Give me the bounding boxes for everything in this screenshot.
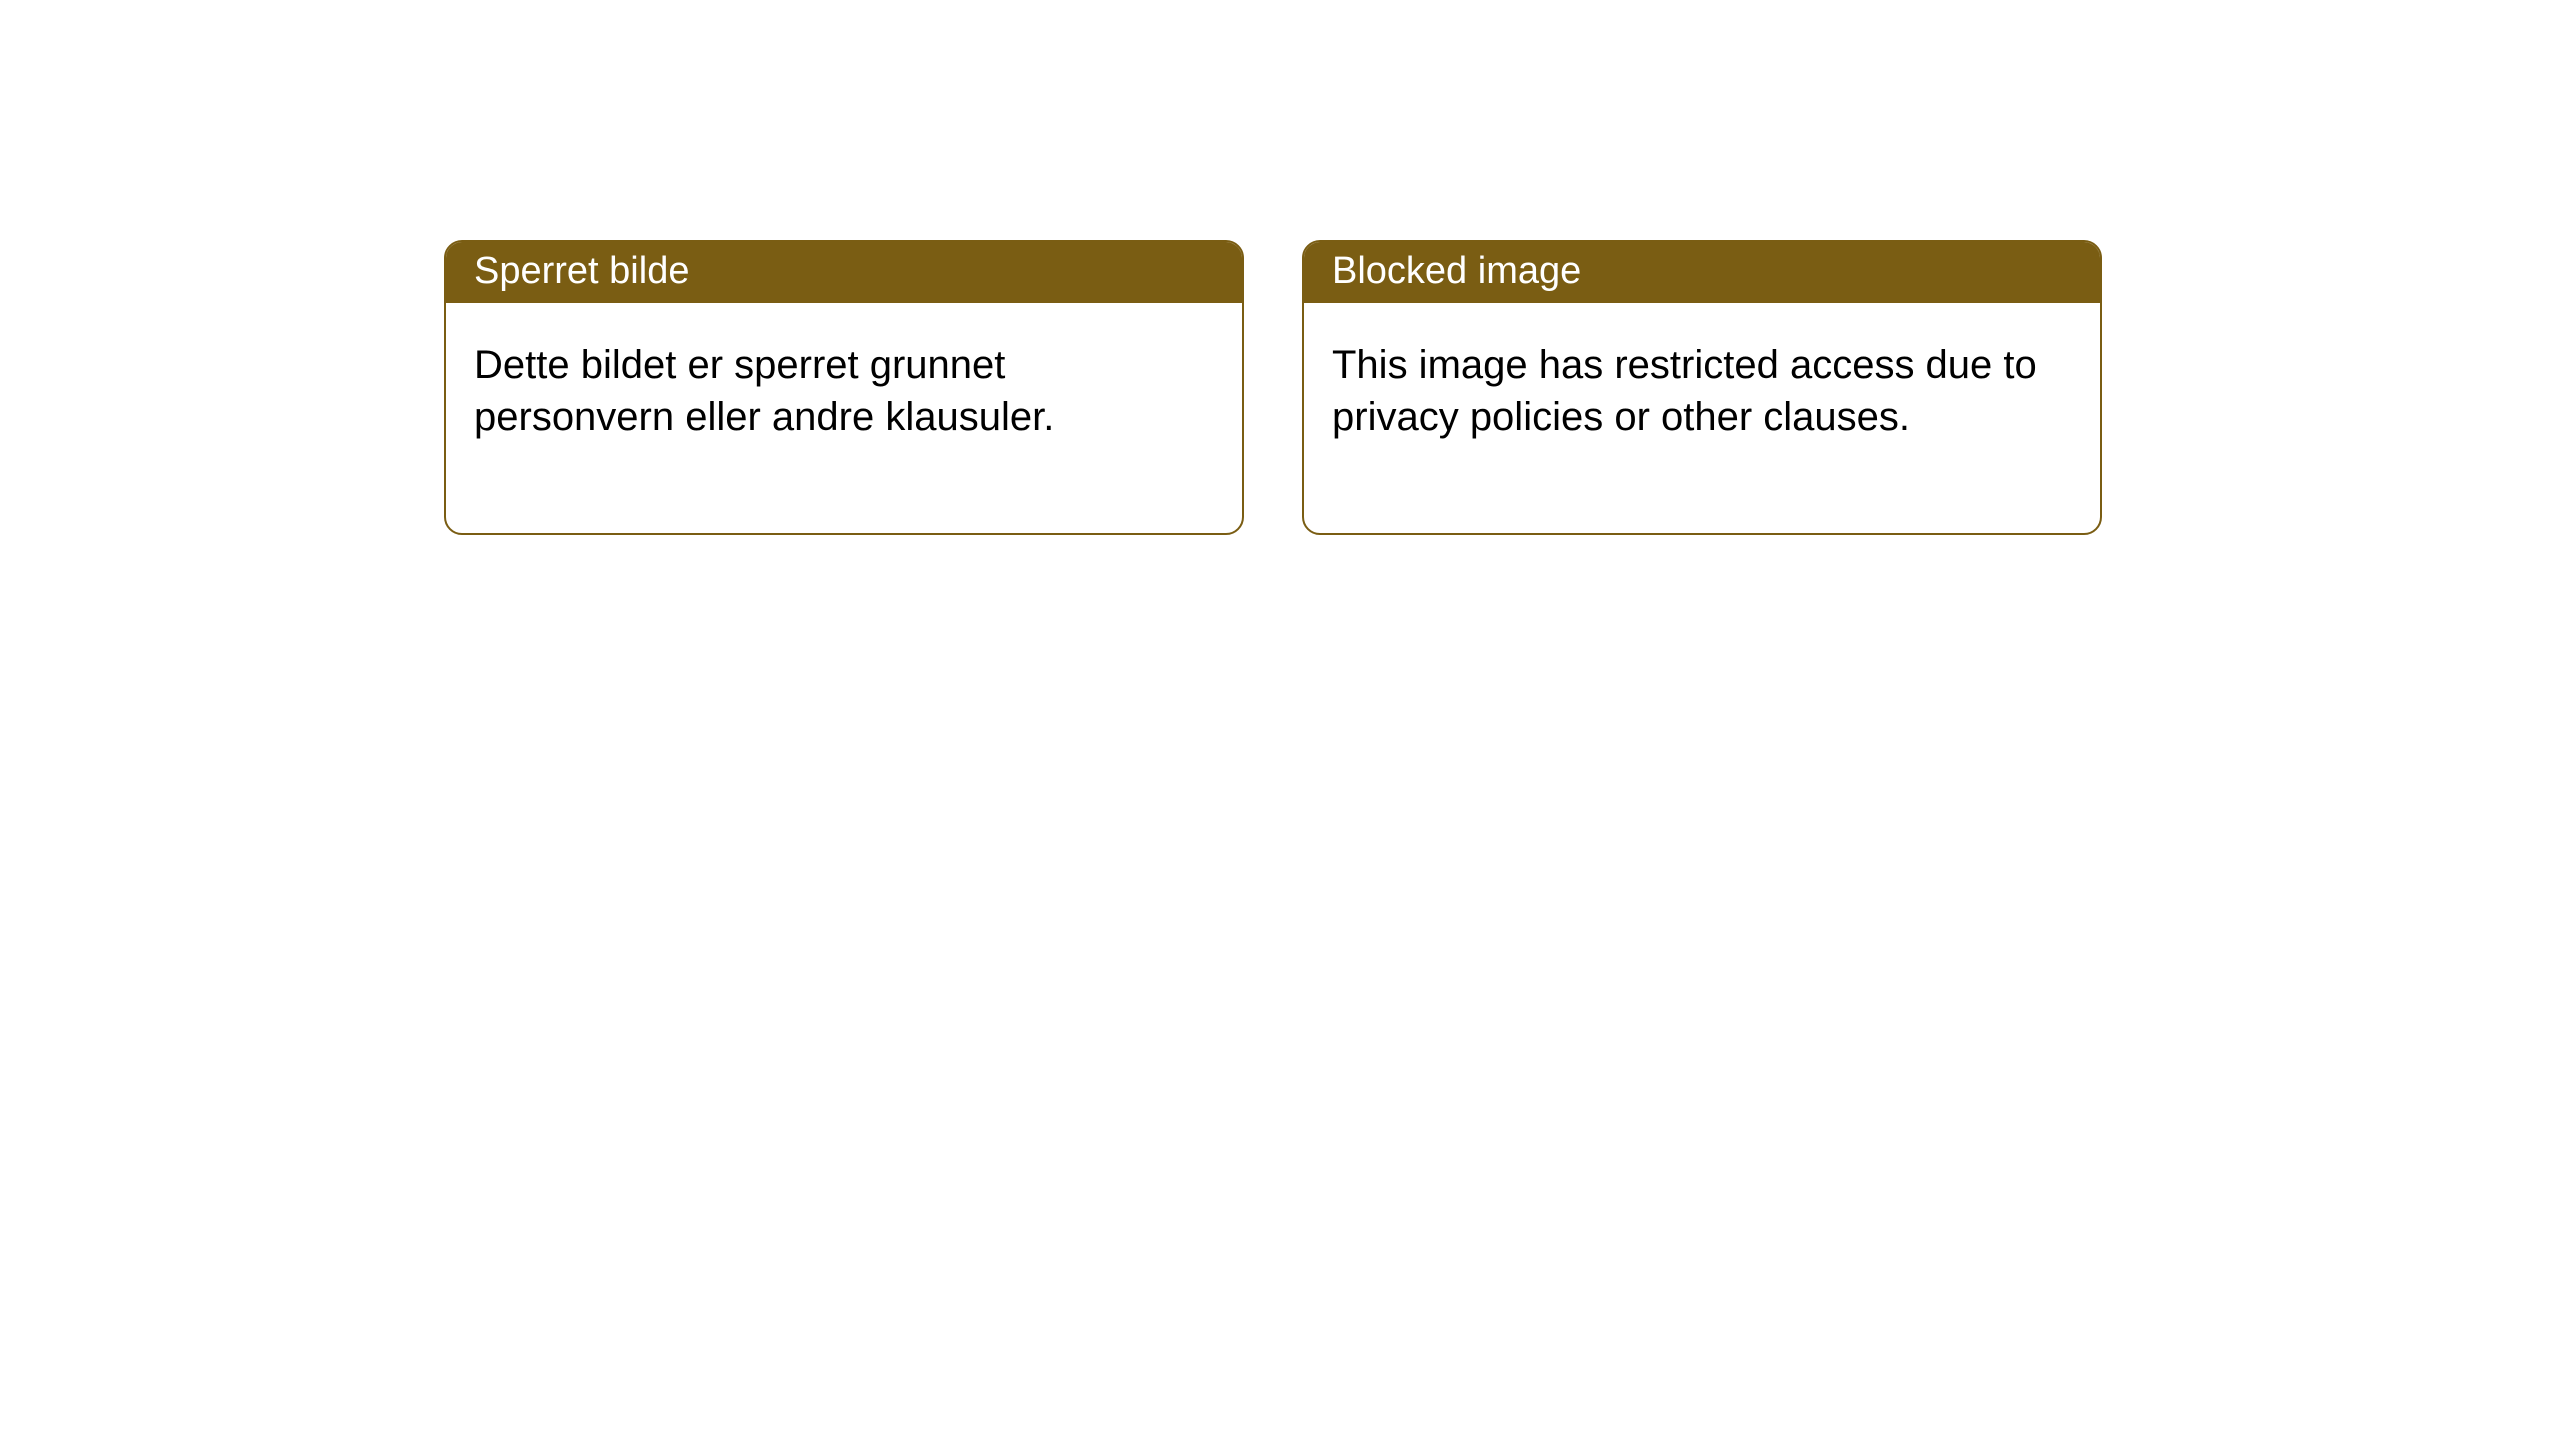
notice-cards-container: Sperret bilde Dette bildet er sperret gr… [444,240,2102,535]
card-header: Blocked image [1304,242,2100,303]
card-header: Sperret bilde [446,242,1242,303]
notice-card-english: Blocked image This image has restricted … [1302,240,2102,535]
notice-card-norwegian: Sperret bilde Dette bildet er sperret gr… [444,240,1244,535]
card-body: Dette bildet er sperret grunnet personve… [446,303,1242,533]
card-body: This image has restricted access due to … [1304,303,2100,533]
